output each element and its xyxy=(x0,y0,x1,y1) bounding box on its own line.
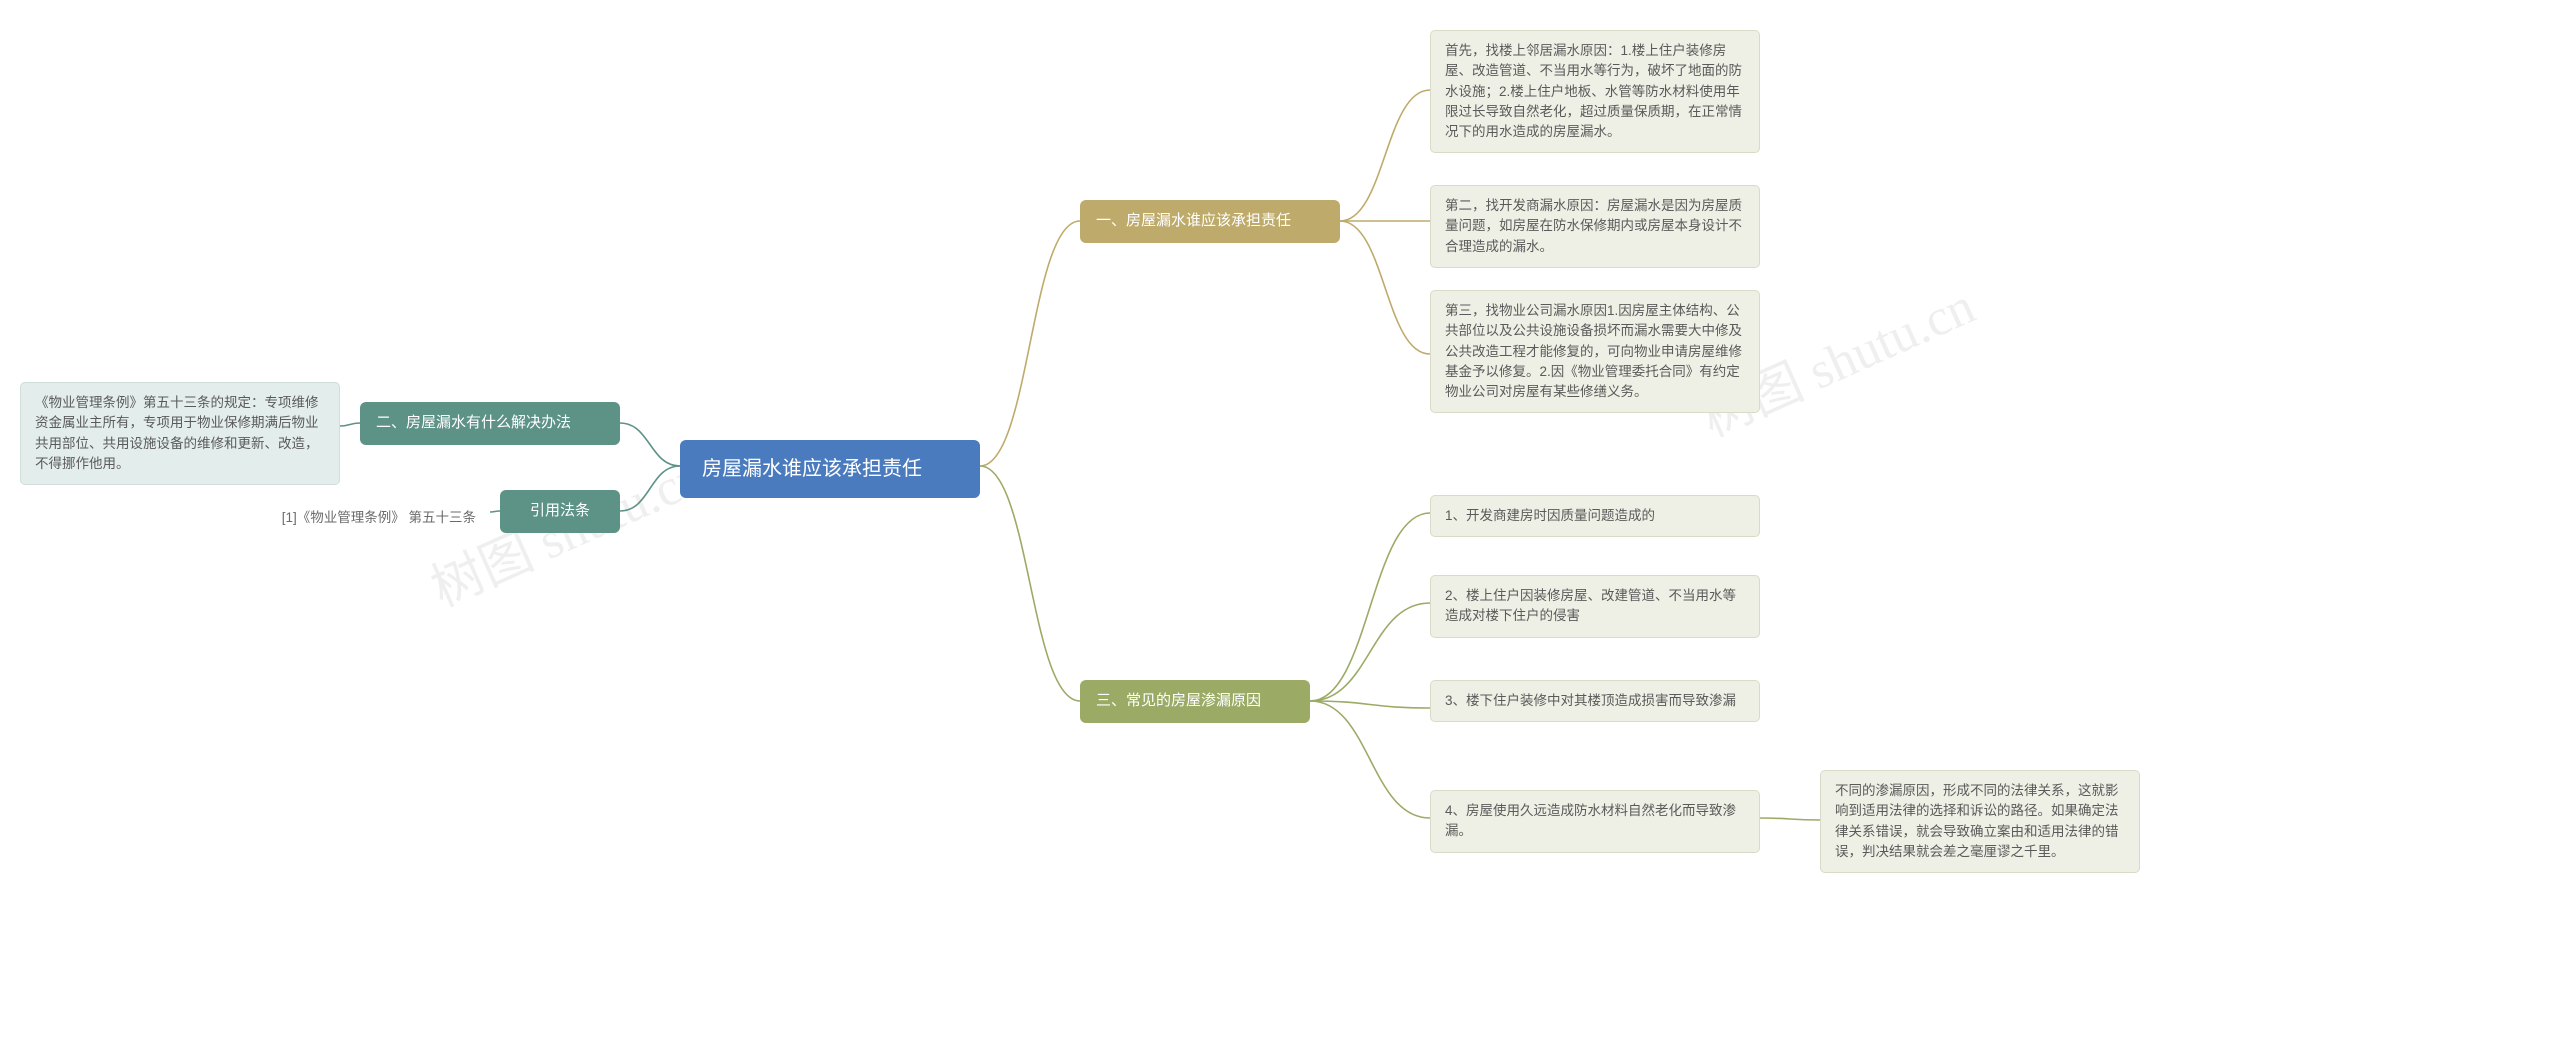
edge-b1-l1 xyxy=(1340,90,1430,221)
branch-4[interactable]: 三、常见的房屋渗漏原因 xyxy=(1080,680,1310,723)
leaf-b2-1[interactable]: 《物业管理条例》第五十三条的规定：专项维修资金属业主所有，专项用于物业保修期满后… xyxy=(20,382,340,485)
edge-root-b3 xyxy=(620,466,680,511)
branch-2[interactable]: 二、房屋漏水有什么解决办法 xyxy=(360,402,620,445)
leaf-b1-1[interactable]: 首先，找楼上邻居漏水原因：1.楼上住户装修房屋、改造管道、不当用水等行为，破坏了… xyxy=(1430,30,1760,153)
edge-b4l4-sub xyxy=(1760,818,1820,820)
edge-b4-l2 xyxy=(1310,603,1430,701)
leaf-text: 1、开发商建房时因质量问题造成的 xyxy=(1445,508,1655,523)
edge-b1-l3 xyxy=(1340,221,1430,354)
branch-2-label: 二、房屋漏水有什么解决办法 xyxy=(376,414,571,431)
leaf-b4-2[interactable]: 2、楼上住户因装修房屋、改建管道、不当用水等造成对楼下住户的侵害 xyxy=(1430,575,1760,638)
leaf-text: 3、楼下住户装修中对其楼顶造成损害而导致渗漏 xyxy=(1445,693,1736,708)
leaf-b4-3[interactable]: 3、楼下住户装修中对其楼顶造成损害而导致渗漏 xyxy=(1430,680,1760,722)
edge-b4-l1 xyxy=(1310,513,1430,701)
leaf-b4-1[interactable]: 1、开发商建房时因质量问题造成的 xyxy=(1430,495,1760,537)
leaf-text: 第三，找物业公司漏水原因1.因房屋主体结构、公共部位以及公共设施设备损坏而漏水需… xyxy=(1445,303,1742,399)
edge-b4-l3 xyxy=(1310,701,1430,708)
leaf-b4-4-sub[interactable]: 不同的渗漏原因，形成不同的法律关系，这就影响到适用法律的选择和诉讼的路径。如果确… xyxy=(1820,770,2140,873)
branch-4-label: 三、常见的房屋渗漏原因 xyxy=(1096,692,1261,709)
edge-root-b2 xyxy=(620,423,680,466)
edge-b3-l1 xyxy=(490,511,500,512)
leaf-b4-4[interactable]: 4、房屋使用久远造成防水材料自然老化而导致渗漏。 xyxy=(1430,790,1760,853)
leaf-b3-1[interactable]: [1]《物业管理条例》 第五十三条 xyxy=(260,498,490,538)
edge-root-b4 xyxy=(980,466,1080,701)
root-label: 房屋漏水谁应该承担责任 xyxy=(702,458,922,480)
branch-1[interactable]: 一、房屋漏水谁应该承担责任 xyxy=(1080,200,1340,243)
edge-b2-l1 xyxy=(340,423,360,426)
leaf-text: 4、房屋使用久远造成防水材料自然老化而导致渗漏。 xyxy=(1445,803,1736,838)
leaf-text: [1]《物业管理条例》 第五十三条 xyxy=(282,510,476,525)
branch-3-label: 引用法条 xyxy=(530,502,590,519)
leaf-text: 首先，找楼上邻居漏水原因：1.楼上住户装修房屋、改造管道、不当用水等行为，破坏了… xyxy=(1445,43,1742,139)
root-node[interactable]: 房屋漏水谁应该承担责任 xyxy=(680,440,980,498)
edge-root-b1 xyxy=(980,221,1080,466)
leaf-text: 第二，找开发商漏水原因：房屋漏水是因为房屋质量问题，如房屋在防水保修期内或房屋本… xyxy=(1445,198,1742,254)
leaf-b1-3[interactable]: 第三，找物业公司漏水原因1.因房屋主体结构、公共部位以及公共设施设备损坏而漏水需… xyxy=(1430,290,1760,413)
leaf-text: 2、楼上住户因装修房屋、改建管道、不当用水等造成对楼下住户的侵害 xyxy=(1445,588,1736,623)
branch-3[interactable]: 引用法条 xyxy=(500,490,620,533)
leaf-text: 《物业管理条例》第五十三条的规定：专项维修资金属业主所有，专项用于物业保修期满后… xyxy=(35,395,319,471)
branch-1-label: 一、房屋漏水谁应该承担责任 xyxy=(1096,212,1291,229)
leaf-text: 不同的渗漏原因，形成不同的法律关系，这就影响到适用法律的选择和诉讼的路径。如果确… xyxy=(1835,783,2119,859)
leaf-b1-2[interactable]: 第二，找开发商漏水原因：房屋漏水是因为房屋质量问题，如房屋在防水保修期内或房屋本… xyxy=(1430,185,1760,268)
edge-b4-l4 xyxy=(1310,701,1430,818)
